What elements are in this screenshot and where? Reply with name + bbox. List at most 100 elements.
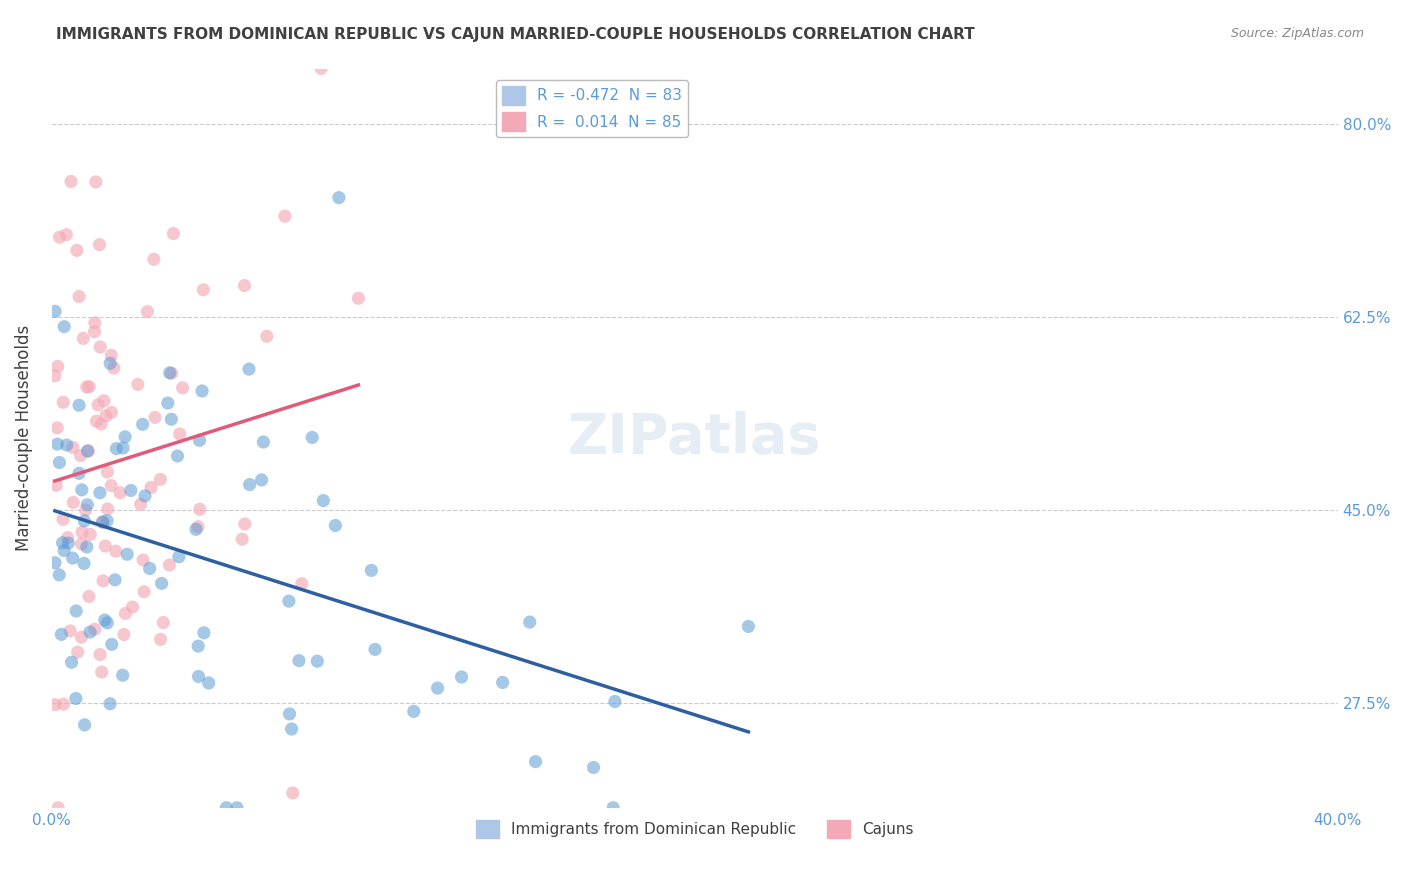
- Point: [98, 697, 121, 711]
- Point: [188, 502, 211, 516]
- Point: [121, 600, 143, 615]
- Point: [89, 237, 111, 252]
- Point: [169, 426, 191, 441]
- Point: [46, 359, 69, 374]
- Point: [97, 502, 120, 516]
- Point: [55, 227, 77, 242]
- Point: [104, 573, 127, 587]
- Point: [193, 283, 215, 297]
- Point: [56, 531, 79, 545]
- Point: [70, 483, 93, 497]
- Point: [67, 289, 90, 303]
- Point: [582, 760, 605, 774]
- Point: [250, 473, 273, 487]
- Point: [53, 543, 76, 558]
- Point: [51, 535, 73, 549]
- Point: [66, 645, 89, 659]
- Text: Source: ZipAtlas.com: Source: ZipAtlas.com: [1230, 27, 1364, 40]
- Point: [72, 331, 94, 345]
- Legend: Immigrants from Dominican Republic, Cajuns: Immigrants from Dominican Republic, Caju…: [470, 814, 920, 845]
- Y-axis label: Married-couple Households: Married-couple Households: [15, 325, 32, 551]
- Point: [79, 625, 101, 640]
- Point: [187, 669, 209, 683]
- Point: [87, 398, 110, 412]
- Point: [347, 291, 370, 305]
- Point: [136, 304, 159, 318]
- Point: [360, 563, 382, 577]
- Point: [277, 594, 299, 608]
- Point: [48, 456, 70, 470]
- Point: [328, 191, 350, 205]
- Point: [325, 518, 347, 533]
- Point: [312, 493, 335, 508]
- Point: [132, 553, 155, 567]
- Point: [76, 498, 98, 512]
- Point: [52, 395, 75, 409]
- Point: [65, 691, 87, 706]
- Point: [94, 539, 117, 553]
- Point: [157, 558, 180, 572]
- Point: [114, 430, 136, 444]
- Point: [105, 442, 128, 456]
- Point: [53, 319, 76, 334]
- Point: [98, 356, 121, 370]
- Point: [280, 722, 302, 736]
- Point: [89, 485, 111, 500]
- Point: [238, 362, 260, 376]
- Point: [281, 786, 304, 800]
- Point: [90, 665, 112, 680]
- Point: [167, 549, 190, 564]
- Point: [159, 366, 181, 380]
- Point: [231, 532, 253, 546]
- Point: [96, 615, 118, 630]
- Point: [52, 697, 75, 711]
- Point: [77, 590, 100, 604]
- Point: [142, 252, 165, 267]
- Point: [75, 503, 97, 517]
- Point: [94, 613, 117, 627]
- Point: [127, 377, 149, 392]
- Point: [46, 801, 69, 815]
- Point: [90, 417, 112, 431]
- Point: [252, 435, 274, 450]
- Point: [104, 544, 127, 558]
- Point: [65, 604, 87, 618]
- Point: [77, 443, 100, 458]
- Point: [70, 525, 93, 540]
- Point: [188, 434, 211, 448]
- Point: [197, 676, 219, 690]
- Point: [48, 567, 70, 582]
- Point: [44, 698, 66, 712]
- Point: [152, 615, 174, 630]
- Point: [450, 670, 472, 684]
- Point: [519, 615, 541, 629]
- Point: [83, 325, 105, 339]
- Point: [91, 515, 114, 529]
- Point: [89, 340, 111, 354]
- Point: [132, 584, 155, 599]
- Point: [62, 551, 84, 566]
- Point: [278, 706, 301, 721]
- Point: [59, 624, 82, 638]
- Point: [111, 668, 134, 682]
- Point: [76, 380, 98, 394]
- Point: [184, 522, 207, 536]
- Point: [44, 556, 66, 570]
- Point: [84, 175, 107, 189]
- Point: [143, 410, 166, 425]
- Point: [191, 384, 214, 398]
- Point: [160, 412, 183, 426]
- Point: [139, 480, 162, 494]
- Point: [149, 632, 172, 647]
- Point: [44, 368, 66, 383]
- Point: [114, 607, 136, 621]
- Point: [160, 367, 183, 381]
- Point: [52, 512, 75, 526]
- Point: [55, 438, 77, 452]
- Point: [96, 465, 118, 479]
- Point: [89, 648, 111, 662]
- Point: [100, 348, 122, 362]
- Point: [120, 483, 142, 498]
- Point: [91, 515, 114, 529]
- Point: [91, 574, 114, 588]
